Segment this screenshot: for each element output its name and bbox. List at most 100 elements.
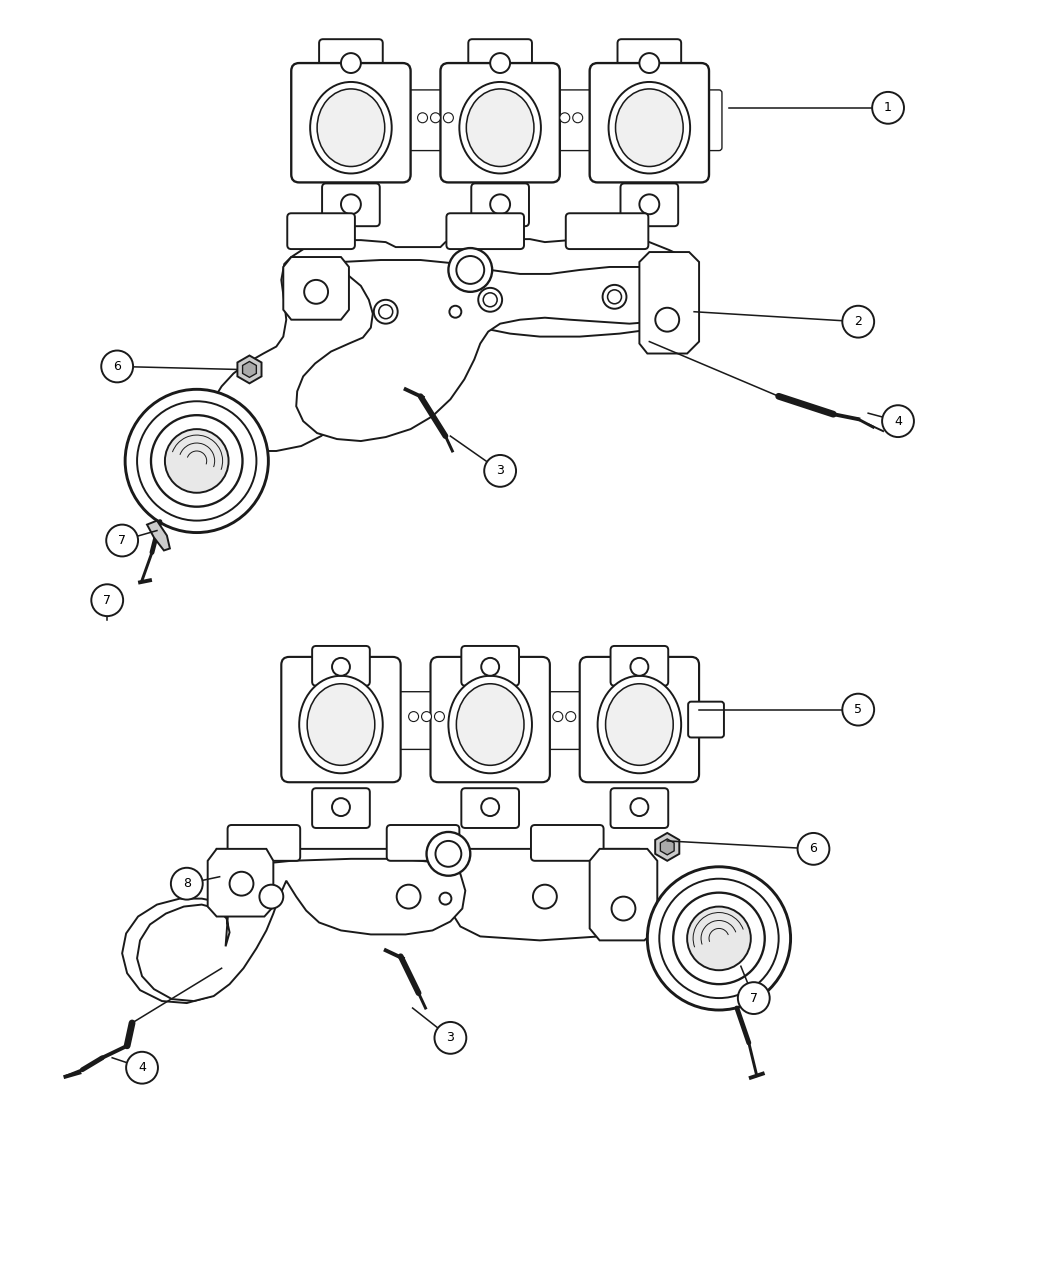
Ellipse shape: [606, 683, 673, 765]
FancyBboxPatch shape: [531, 825, 604, 861]
Circle shape: [484, 455, 516, 487]
Circle shape: [611, 896, 635, 921]
Circle shape: [882, 405, 914, 437]
Circle shape: [655, 307, 679, 332]
Polygon shape: [138, 859, 465, 1001]
Circle shape: [449, 306, 461, 317]
Circle shape: [101, 351, 133, 382]
Circle shape: [687, 907, 751, 970]
FancyBboxPatch shape: [430, 657, 550, 783]
Circle shape: [151, 416, 243, 506]
Text: 6: 6: [113, 360, 121, 374]
FancyBboxPatch shape: [228, 825, 300, 861]
Circle shape: [436, 842, 461, 867]
Circle shape: [341, 54, 361, 73]
Circle shape: [842, 694, 875, 725]
Circle shape: [481, 798, 499, 816]
Circle shape: [408, 711, 419, 722]
Circle shape: [341, 194, 361, 214]
Text: 8: 8: [183, 877, 191, 890]
Circle shape: [457, 256, 484, 284]
Polygon shape: [655, 833, 679, 861]
FancyBboxPatch shape: [386, 825, 459, 861]
Circle shape: [639, 54, 659, 73]
Circle shape: [165, 430, 229, 492]
Circle shape: [430, 112, 440, 122]
Circle shape: [304, 280, 328, 303]
Text: 7: 7: [119, 534, 126, 547]
Polygon shape: [208, 849, 273, 917]
FancyBboxPatch shape: [590, 62, 709, 182]
Circle shape: [673, 892, 764, 984]
Circle shape: [630, 798, 648, 816]
FancyBboxPatch shape: [322, 184, 380, 226]
Circle shape: [374, 300, 398, 324]
Circle shape: [418, 112, 427, 122]
Circle shape: [435, 711, 444, 722]
Circle shape: [138, 402, 256, 520]
Circle shape: [478, 288, 502, 311]
Circle shape: [648, 867, 791, 1010]
Ellipse shape: [308, 683, 375, 765]
FancyBboxPatch shape: [621, 184, 678, 226]
FancyBboxPatch shape: [461, 646, 519, 686]
Ellipse shape: [609, 82, 690, 173]
FancyBboxPatch shape: [291, 62, 411, 182]
Circle shape: [603, 284, 627, 309]
FancyBboxPatch shape: [688, 701, 723, 737]
Circle shape: [332, 798, 350, 816]
Text: 4: 4: [139, 1061, 146, 1075]
Text: 7: 7: [750, 992, 758, 1005]
FancyBboxPatch shape: [461, 788, 519, 827]
Circle shape: [842, 306, 875, 338]
Polygon shape: [210, 240, 689, 451]
Polygon shape: [243, 362, 256, 377]
FancyBboxPatch shape: [617, 40, 681, 85]
Circle shape: [798, 833, 830, 864]
Polygon shape: [296, 260, 673, 441]
Circle shape: [126, 1052, 158, 1084]
FancyBboxPatch shape: [471, 184, 529, 226]
Ellipse shape: [466, 89, 534, 167]
Circle shape: [553, 711, 563, 722]
Circle shape: [608, 289, 622, 303]
Polygon shape: [122, 849, 649, 1003]
FancyBboxPatch shape: [298, 91, 722, 150]
Circle shape: [332, 658, 350, 676]
Text: 3: 3: [497, 464, 504, 477]
Ellipse shape: [615, 89, 684, 167]
FancyBboxPatch shape: [610, 788, 668, 827]
Circle shape: [421, 711, 432, 722]
Polygon shape: [147, 520, 170, 551]
Polygon shape: [660, 839, 674, 854]
FancyBboxPatch shape: [468, 40, 532, 85]
FancyBboxPatch shape: [288, 213, 355, 249]
Ellipse shape: [310, 82, 392, 173]
Ellipse shape: [448, 676, 532, 773]
Circle shape: [230, 872, 253, 895]
Circle shape: [533, 885, 556, 909]
Circle shape: [435, 1023, 466, 1053]
Circle shape: [630, 658, 648, 676]
Circle shape: [91, 584, 123, 616]
FancyBboxPatch shape: [610, 646, 668, 686]
FancyBboxPatch shape: [319, 40, 383, 85]
Ellipse shape: [317, 89, 384, 167]
Text: 3: 3: [446, 1031, 455, 1044]
Circle shape: [171, 868, 203, 900]
Circle shape: [379, 305, 393, 319]
Circle shape: [639, 194, 659, 214]
Circle shape: [738, 982, 770, 1014]
Circle shape: [106, 524, 138, 556]
Circle shape: [873, 92, 904, 124]
Text: 6: 6: [810, 843, 817, 856]
Text: 2: 2: [855, 315, 862, 328]
Circle shape: [259, 885, 284, 909]
Circle shape: [560, 112, 570, 122]
Circle shape: [440, 892, 452, 904]
Text: 4: 4: [895, 414, 902, 427]
Circle shape: [125, 389, 269, 533]
FancyBboxPatch shape: [566, 213, 648, 249]
Text: 1: 1: [884, 101, 892, 115]
FancyBboxPatch shape: [281, 657, 401, 783]
